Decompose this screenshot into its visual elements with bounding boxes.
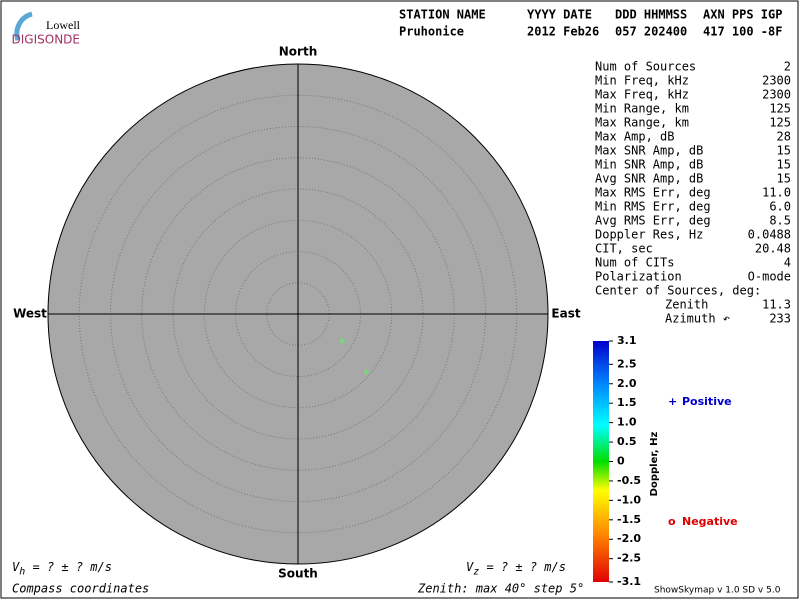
colorbar-label: Doppler, Hz (649, 432, 660, 497)
colorbar-tick-label: -0.5 (617, 474, 641, 487)
colorbar-tick-label: 1.5 (617, 396, 637, 409)
stat-label: Center of Sources, deg: (595, 284, 761, 298)
colorbar-tick-label: 2.5 (617, 357, 637, 370)
north-label: North (279, 45, 317, 59)
stat-label: Max Freq, kHz (595, 88, 689, 102)
stat-value: 15 (777, 172, 791, 186)
colorbar-tick-label: 3.1 (617, 334, 637, 347)
colorbar-tick-label: 2.0 (617, 377, 637, 390)
stat-value: 8.5 (769, 214, 791, 228)
legend-label: Negative (682, 515, 738, 528)
stat-label: Max Range, km (595, 116, 689, 130)
stat-value: 125 (769, 102, 791, 116)
stat-value: 233 (769, 312, 791, 326)
colorbar-tick-label: 1.0 (617, 416, 637, 429)
colorbar-tick-label: -2.0 (617, 532, 641, 545)
stat-label: Min RMS Err, deg (595, 200, 711, 214)
stat-label: Doppler Res, Hz (595, 228, 703, 242)
vh: Vh = ? ± ? m/s (12, 560, 112, 578)
header-value: 2012 Feb26 (527, 25, 599, 39)
stat-value: 2300 (762, 88, 791, 102)
stat-label: Min SNR Amp, dB (595, 158, 703, 172)
stat-value: 11.0 (762, 186, 791, 200)
stat-label: Polarization (595, 270, 682, 284)
header-label: AXN PPS IGP (703, 8, 782, 22)
stat-value: 6.0 (769, 200, 791, 214)
stat-value: 20.48 (755, 242, 791, 256)
legend-symbol: + (668, 395, 677, 408)
stat-value: O-mode (748, 270, 791, 284)
stat-label: Avg RMS Err, deg (595, 214, 711, 228)
legend-label: Positive (682, 395, 732, 408)
header-value: Pruhonice (399, 25, 464, 39)
colorbar-tick-label: 0.5 (617, 435, 637, 448)
header-value: 417 100 -8F (703, 25, 782, 39)
vz: Vz = ? ± ? m/s (466, 560, 566, 578)
header-value: 057 202400 (615, 25, 687, 39)
stat-value: 28 (777, 130, 791, 144)
stat-label: Max Amp, dB (595, 130, 674, 144)
stat-value: 15 (777, 144, 791, 158)
colorbar-tick-label: 0 (617, 455, 625, 468)
logo-bottom: DIGISONDE (12, 33, 80, 47)
header-label: DDD HHMMSS (615, 8, 687, 22)
zenith-note: Zenith: max 40° step 5° (417, 582, 584, 596)
stat-label: Max RMS Err, deg (595, 186, 711, 200)
colorbar-tick-label: -1.0 (617, 493, 641, 506)
colorbar (593, 341, 609, 582)
stat-value: 2 (784, 60, 791, 74)
stat-label: Zenith (665, 298, 708, 312)
west-label: West (13, 307, 47, 321)
header-label: STATION NAME (399, 8, 486, 22)
stat-value: 15 (777, 158, 791, 172)
source-point (339, 338, 346, 345)
stat-value: 2300 (762, 74, 791, 88)
colorbar-tick-label: -2.5 (617, 552, 641, 565)
colorbar-tick-label: -1.5 (617, 513, 641, 526)
stat-label: Azimuth ↶ (665, 312, 730, 326)
logo-top: Lowell (46, 18, 81, 32)
colorbar-tick-label: -3.1 (617, 575, 641, 588)
legend-symbol: o (668, 515, 676, 528)
stat-label: Min Freq, kHz (595, 74, 689, 88)
stat-value: 125 (769, 116, 791, 130)
stat-value: 4 (784, 256, 791, 270)
header-label: YYYY DATE (527, 8, 592, 22)
logo-arc (14, 11, 33, 41)
south-label: South (278, 567, 318, 581)
stat-label: Avg SNR Amp, dB (595, 172, 703, 186)
stat-label: Max SNR Amp, dB (595, 144, 703, 158)
stat-label: Num of Sources (595, 60, 696, 74)
east-label: East (551, 307, 580, 321)
stat-label: CIT, sec (595, 242, 653, 256)
stat-label: Min Range, km (595, 102, 689, 116)
stat-label: Num of CITs (595, 256, 674, 270)
version: ShowSkymap v 1.0 SD v 5.0 (654, 586, 781, 596)
coords-note: Compass coordinates (12, 582, 149, 596)
source-point (362, 369, 369, 376)
stat-value: 0.0488 (748, 228, 791, 242)
stat-value: 11.3 (762, 298, 791, 312)
